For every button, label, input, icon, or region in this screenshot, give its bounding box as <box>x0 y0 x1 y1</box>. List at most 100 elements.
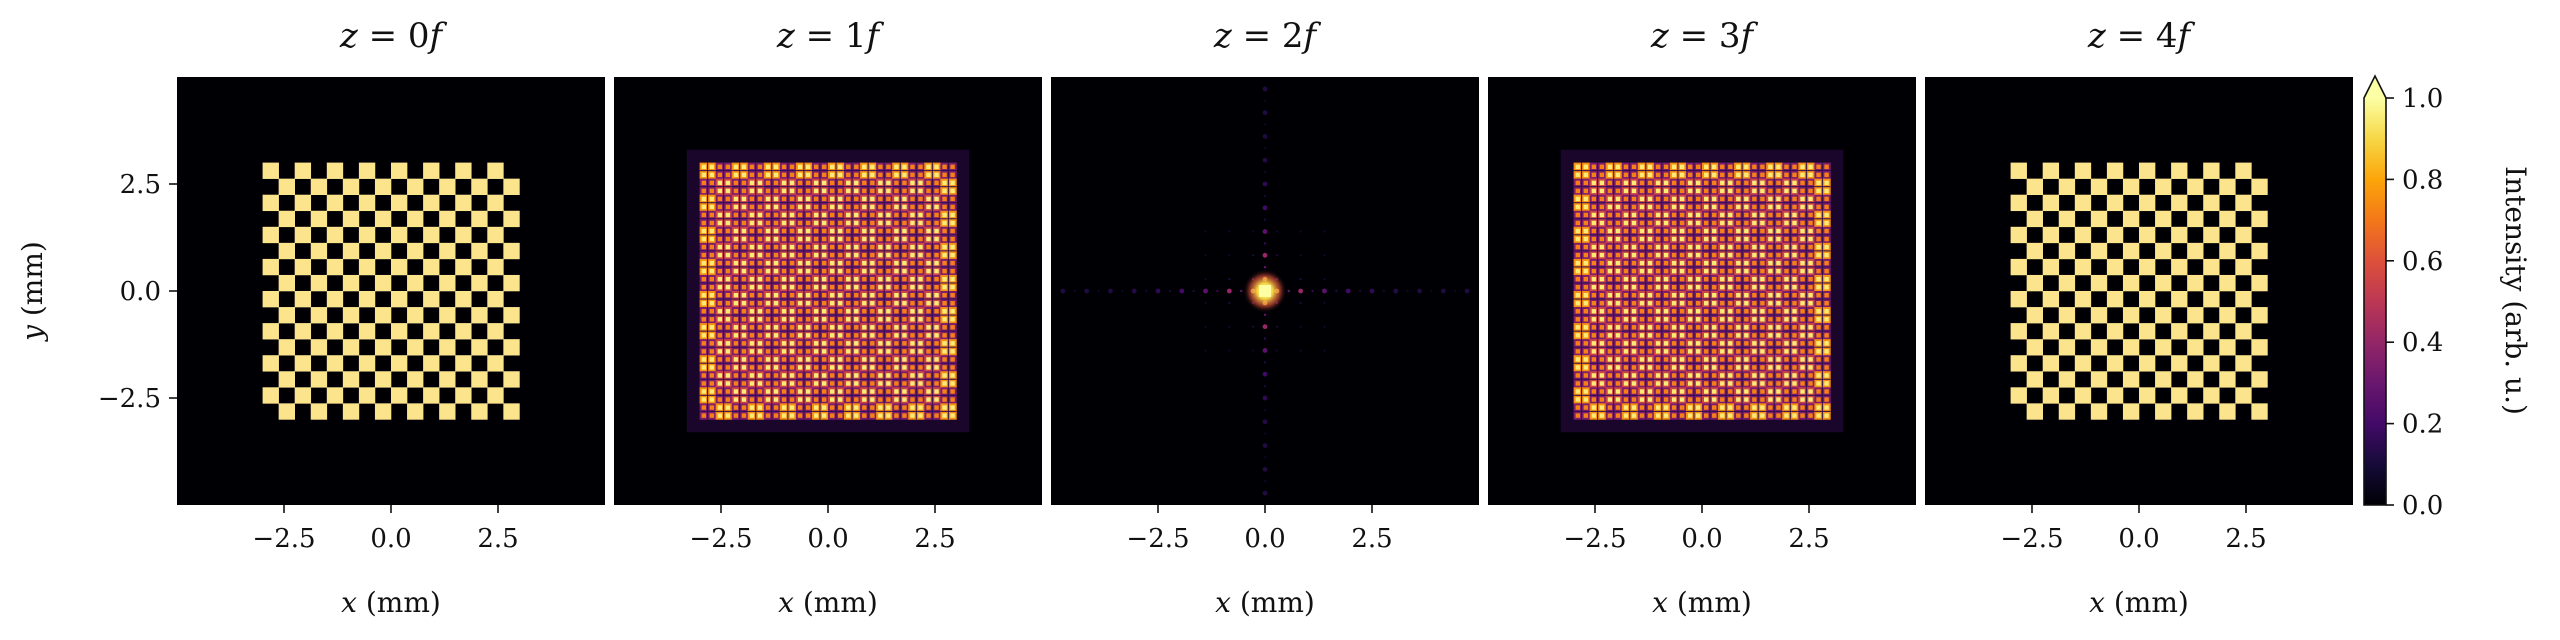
diffraction-spot <box>1695 341 1701 346</box>
diffraction-spot <box>1647 301 1653 306</box>
diffraction-line <box>1702 330 1719 332</box>
spectrum-order <box>1179 288 1185 294</box>
diffraction-spot <box>1744 301 1749 306</box>
checker-square <box>455 194 472 212</box>
diffraction-spot <box>1607 349 1613 354</box>
checker-square <box>2155 403 2172 420</box>
diffraction-spot <box>1599 333 1605 338</box>
diffraction-spot <box>1816 397 1821 402</box>
checker-square <box>2122 274 2140 292</box>
diffraction-spot <box>918 405 923 410</box>
diffraction-line <box>908 410 925 412</box>
diffraction-spot <box>725 252 731 258</box>
diffraction-line <box>779 378 796 380</box>
diffraction-spot <box>1679 212 1685 218</box>
spectrum-order <box>1417 288 1422 294</box>
diffraction-spot <box>1607 284 1613 290</box>
diffraction-spot <box>846 381 851 386</box>
checker-square <box>407 339 424 356</box>
diffraction-spot <box>717 164 723 170</box>
diffraction-spot <box>1752 413 1757 418</box>
diffraction-spot <box>741 365 747 370</box>
diffraction-spot <box>1639 341 1645 346</box>
diffraction-spot <box>1575 220 1581 226</box>
diffraction-spot <box>701 301 707 306</box>
diffraction-line <box>1766 186 1783 188</box>
diffraction-spot <box>821 252 827 258</box>
diffraction-spot <box>1671 373 1677 378</box>
diffraction-spot <box>1824 405 1829 410</box>
diffraction-line <box>1702 202 1719 204</box>
x-axis-unit: (mm) <box>357 586 441 619</box>
diffraction-spot <box>1615 212 1621 218</box>
diffraction-spot <box>1647 164 1653 170</box>
diffraction-spot <box>1599 293 1605 298</box>
diffraction-spot <box>1607 172 1613 178</box>
diffraction-spot <box>1639 349 1645 354</box>
diffraction-line <box>924 266 941 268</box>
diffraction-spot <box>902 268 907 274</box>
diffraction-line <box>1605 250 1622 252</box>
diffraction-spot <box>1808 397 1813 402</box>
diffraction-spot <box>1720 317 1725 322</box>
diffraction-spot <box>910 188 915 194</box>
diffraction-spot <box>701 236 707 242</box>
checker-square <box>294 291 312 308</box>
checker-square <box>2235 291 2252 308</box>
diffraction-spot <box>781 212 787 218</box>
diffraction-spot <box>701 381 707 386</box>
diffraction-spot <box>854 236 859 242</box>
diffraction-spot <box>741 276 747 282</box>
diffraction-spot <box>1679 301 1685 306</box>
diffraction-spot <box>1591 309 1597 314</box>
diffraction-spot <box>1679 180 1685 186</box>
diffraction-line <box>779 234 796 236</box>
diffraction-spot <box>805 236 811 242</box>
diffraction-spot <box>950 365 955 370</box>
diffraction-spot <box>1720 212 1725 218</box>
diffraction-spot <box>886 381 891 386</box>
diffraction-spot <box>1712 365 1717 370</box>
diffraction-line <box>779 330 796 332</box>
spectrum-order <box>1262 110 1268 116</box>
diffraction-spot <box>733 381 739 386</box>
diffraction-spot <box>749 172 755 178</box>
diffraction-spot <box>1704 284 1709 290</box>
diffraction-spot <box>1720 252 1725 258</box>
diffraction-spot <box>878 236 883 242</box>
diffraction-line <box>860 250 877 252</box>
diffraction-spot <box>1792 260 1797 266</box>
diffraction-spot <box>1808 244 1813 250</box>
diffraction-spot <box>1744 405 1749 410</box>
checker-square <box>2219 339 2236 356</box>
diffraction-spot <box>1687 188 1693 194</box>
diffraction-line <box>1750 170 1767 172</box>
diffraction-line <box>924 170 941 172</box>
diffraction-line <box>1605 410 1622 412</box>
diffraction-line <box>1605 234 1622 236</box>
x-axis-label: x (mm) <box>778 586 878 619</box>
diffraction-spot <box>773 276 779 282</box>
diffraction-spot <box>1631 236 1637 242</box>
diffraction-spot <box>1583 268 1589 274</box>
diffraction-spot <box>1784 260 1789 266</box>
diffraction-line <box>1685 378 1702 380</box>
diffraction-spot <box>1647 228 1653 234</box>
diffraction-spot <box>741 381 747 386</box>
diffraction-line <box>1685 314 1702 316</box>
checker-square <box>2203 162 2220 179</box>
diffraction-spot <box>910 268 915 274</box>
diffraction-spot <box>1800 381 1805 386</box>
diffraction-spot <box>717 180 723 186</box>
diffraction-spot <box>709 373 715 378</box>
diffraction-spot <box>910 228 915 234</box>
diffraction-spot <box>1647 397 1653 402</box>
diffraction-spot <box>1744 180 1749 186</box>
checker-square <box>2058 307 2076 324</box>
diffraction-spot <box>1671 341 1677 346</box>
diffraction-spot <box>1663 373 1669 378</box>
diffraction-spot <box>894 204 899 210</box>
diffraction-spot <box>910 196 915 202</box>
diffraction-spot <box>781 389 787 394</box>
diffraction-spot <box>1800 188 1805 194</box>
